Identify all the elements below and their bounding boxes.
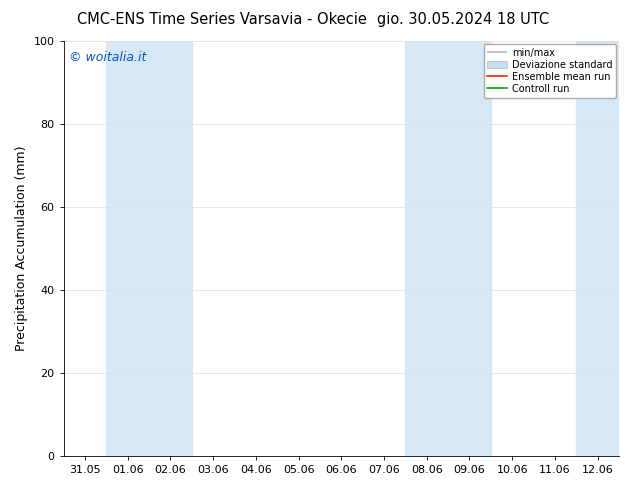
Y-axis label: Precipitation Accumulation (mm): Precipitation Accumulation (mm) bbox=[15, 146, 28, 351]
Bar bbox=[576, 41, 619, 456]
Bar bbox=[405, 41, 491, 456]
Legend: min/max, Deviazione standard, Ensemble mean run, Controll run: min/max, Deviazione standard, Ensemble m… bbox=[484, 44, 616, 98]
Text: CMC-ENS Time Series Varsavia - Okecie: CMC-ENS Time Series Varsavia - Okecie bbox=[77, 12, 367, 27]
Bar bbox=[107, 41, 191, 456]
Text: © woitalia.it: © woitalia.it bbox=[69, 51, 146, 64]
Text: gio. 30.05.2024 18 UTC: gio. 30.05.2024 18 UTC bbox=[377, 12, 549, 27]
